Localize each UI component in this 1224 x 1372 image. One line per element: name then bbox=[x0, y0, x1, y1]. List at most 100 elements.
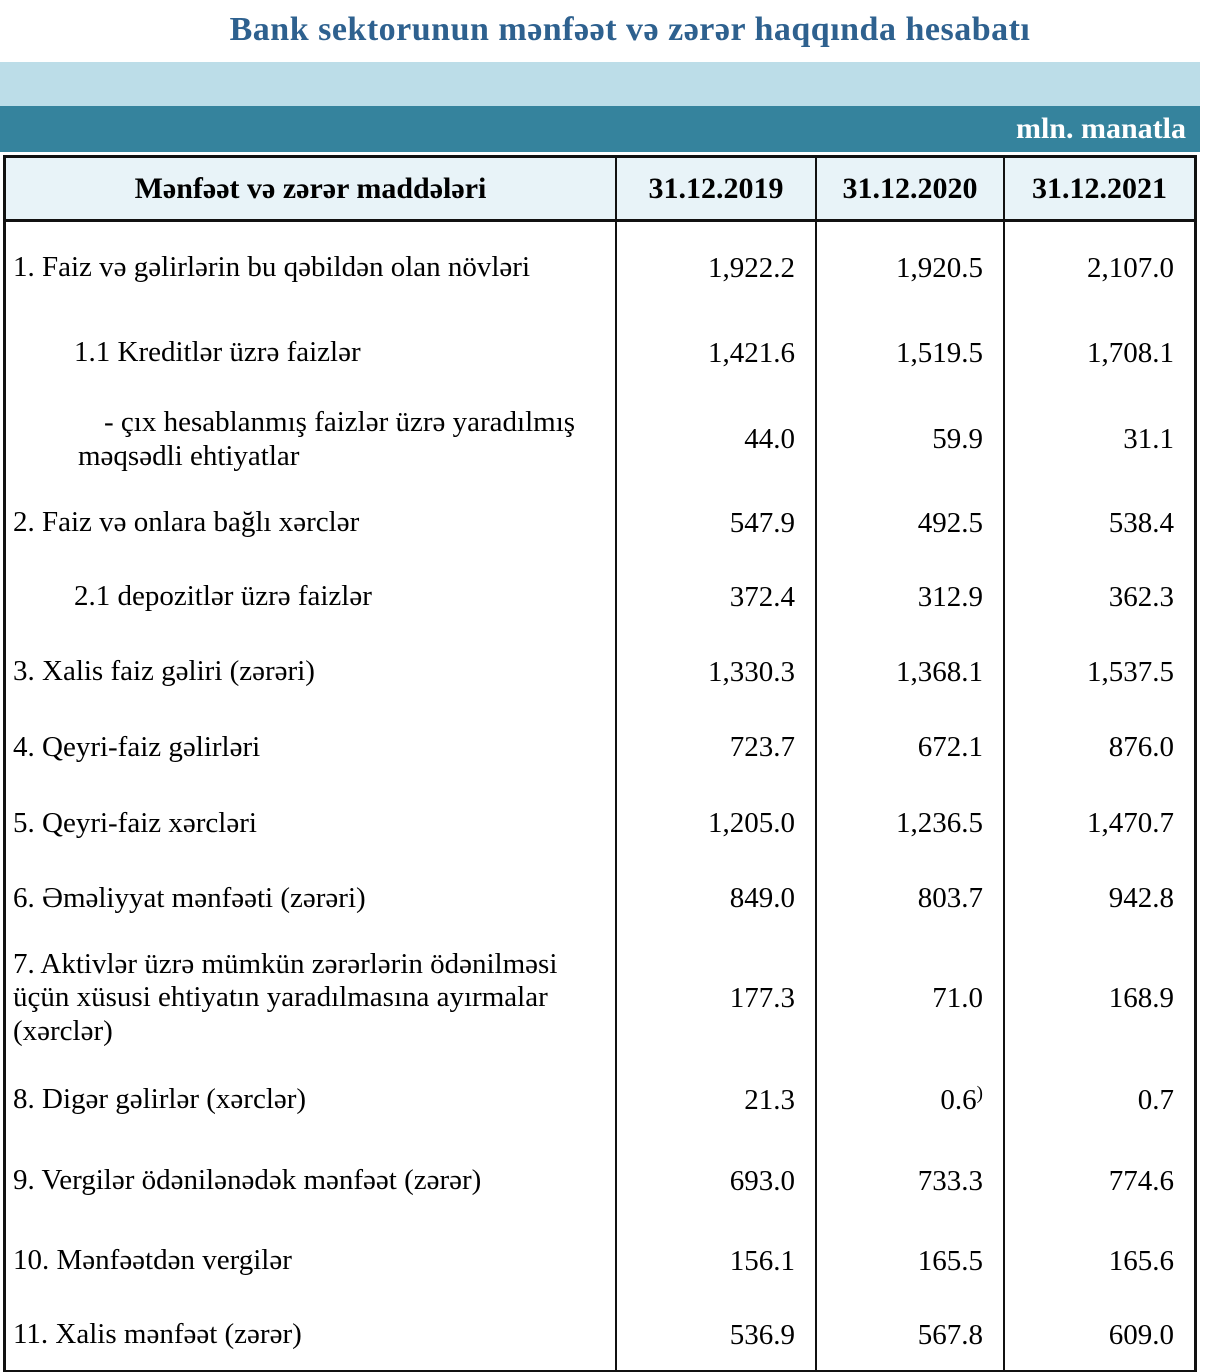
value-text: 492.5 bbox=[917, 506, 983, 539]
value-cell: 774.6 bbox=[1005, 1140, 1194, 1222]
value-text: 1,330.3 bbox=[708, 655, 795, 688]
header-items-column: Mənfəət və zərər maddələri bbox=[6, 158, 617, 219]
value-cell: 0.7 bbox=[1005, 1060, 1194, 1140]
value-cell: 165.6 bbox=[1005, 1222, 1194, 1300]
value-text: 372.4 bbox=[729, 580, 795, 613]
value-cell: 876.0 bbox=[1005, 709, 1194, 786]
page-title: Bank sektorunun mənfəət və zərər haqqınd… bbox=[229, 11, 1031, 48]
value-cell: 693.0 bbox=[617, 1140, 817, 1222]
value-cell: 942.8 bbox=[1005, 861, 1194, 936]
value-cell: 672.1 bbox=[817, 709, 1005, 786]
table-row: 1.1 Kreditlər üzrə faizlər 1,421.6 1,519.5… bbox=[6, 314, 1194, 392]
row-label: 7. Aktivlər üzrə mümkün zərərlərin ödəni… bbox=[6, 936, 617, 1060]
value-cell: 168.9 bbox=[1005, 936, 1194, 1060]
table-row: 10. Mənfəətdən vergilər 156.1 165.5 165.6 bbox=[6, 1222, 1194, 1300]
value-text: 2,107.0 bbox=[1087, 251, 1174, 284]
value-cell: 177.3 bbox=[617, 936, 817, 1060]
table-row: 11. Xalis mənfəət (zərər) 536.9 567.8 609.0 bbox=[6, 1300, 1194, 1370]
value-text: 1,421.6 bbox=[708, 336, 795, 369]
row-label: 6. Əməliyyat mənfəəti (zərəri) bbox=[6, 861, 617, 936]
table-row: 4. Qeyri-faiz gəlirləri 723.7 672.1 876.0 bbox=[6, 709, 1194, 786]
header-col-2021: 31.12.2021 bbox=[1032, 171, 1167, 205]
row-label: 4. Qeyri-faiz gəlirləri bbox=[6, 709, 617, 786]
value-cell: 362.3 bbox=[1005, 559, 1194, 635]
value-text: 21.3 bbox=[744, 1083, 795, 1116]
value-text: 1,537.5 bbox=[1087, 655, 1174, 688]
value-cell: 156.1 bbox=[617, 1222, 817, 1300]
decorative-band-light bbox=[0, 62, 1200, 106]
row-label: 8. Digər gəlirlər (xərclər) bbox=[6, 1060, 617, 1140]
header-col-2019: 31.12.2019 bbox=[617, 158, 817, 219]
value-text: 168.9 bbox=[1108, 981, 1174, 1014]
table-row: 5. Qeyri-faiz xərcləri 1,205.0 1,236.5 1,47… bbox=[6, 786, 1194, 861]
value-cell: 536.9 bbox=[617, 1300, 817, 1370]
value-text: 942.8 bbox=[1108, 882, 1174, 914]
value-text: 567.8 bbox=[917, 1318, 983, 1351]
value-cell: 492.5 bbox=[817, 487, 1005, 559]
table-row: 3. Xalis faiz gəliri (zərəri) 1,330.3 1,36… bbox=[6, 635, 1194, 709]
row-label: 1.1 Kreditlər üzrə faizlər bbox=[6, 314, 617, 392]
value-cell: 733.3 bbox=[817, 1140, 1005, 1222]
value-cell: 165.5 bbox=[817, 1222, 1005, 1300]
value-text: 156.1 bbox=[729, 1244, 795, 1277]
value-text: 672.1 bbox=[917, 731, 983, 763]
row-label: 1. Faiz və gəlirlərin bu qəbildən olan n… bbox=[6, 222, 617, 314]
value-text: 165.5 bbox=[917, 1244, 983, 1277]
row-label: 2. Faiz və onlara bağlı xərclər bbox=[6, 487, 617, 559]
value-text: 774.6 bbox=[1108, 1164, 1174, 1197]
value-cell: 372.4 bbox=[617, 559, 817, 635]
table-row: 8. Digər gəlirlər (xərclər) 21.3 0.6) 0.7 bbox=[6, 1060, 1194, 1140]
value-text: 0.6 bbox=[940, 1083, 977, 1116]
value-cell: 803.7 bbox=[817, 861, 1005, 936]
table-row: 7. Aktivlər üzrə mümkün zərərlərin ödəni… bbox=[6, 936, 1194, 1060]
value-cell: 2,107.0 bbox=[1005, 222, 1194, 314]
value-text: 609.0 bbox=[1108, 1318, 1174, 1351]
table-row: 6. Əməliyyat mənfəəti (zərəri) 849.0 803.7… bbox=[6, 861, 1194, 936]
decorative-band-teal: mln. manatla bbox=[0, 106, 1200, 152]
pnl-table: Mənfəət və zərər maddələri 31.12.2019 31… bbox=[3, 155, 1197, 1372]
value-text: 538.4 bbox=[1108, 506, 1174, 539]
value-text: 1,205.0 bbox=[708, 807, 795, 839]
value-text: 547.9 bbox=[729, 506, 795, 539]
value-cell: 1,922.2 bbox=[617, 222, 817, 314]
table-row: 9. Vergilər ödənilənədək mənfəət (zərər)… bbox=[6, 1140, 1194, 1222]
value-text: 59.9 bbox=[932, 423, 983, 455]
value-cell: 1,920.5 bbox=[817, 222, 1005, 314]
value-cell: 1,236.5 bbox=[817, 786, 1005, 861]
value-cell: 849.0 bbox=[617, 861, 817, 936]
value-cell: 1,330.3 bbox=[617, 635, 817, 709]
value-text: 44.0 bbox=[744, 423, 795, 455]
table-header-row: Mənfəət və zərər maddələri 31.12.2019 31… bbox=[6, 158, 1194, 222]
value-cell: 547.9 bbox=[617, 487, 817, 559]
table-row: - çıx hesablanmış faizlər üzrə yaradılmı… bbox=[6, 392, 1194, 487]
unit-label: mln. manatla bbox=[1015, 112, 1186, 145]
value-text: 849.0 bbox=[729, 882, 795, 914]
value-text: 0.7 bbox=[1137, 1083, 1174, 1116]
value-cell: 1,205.0 bbox=[617, 786, 817, 861]
row-label: - çıx hesablanmış faizlər üzrə yaradılmı… bbox=[6, 392, 617, 487]
value-cell: 71.0 bbox=[817, 936, 1005, 1060]
value-text: 1,519.5 bbox=[896, 336, 983, 369]
value-text: 876.0 bbox=[1108, 731, 1174, 763]
value-cell: 1,421.6 bbox=[617, 314, 817, 392]
value-cell: 312.9 bbox=[817, 559, 1005, 635]
footnote-mark: ) bbox=[976, 1082, 983, 1104]
value-cell: 59.9 bbox=[817, 392, 1005, 487]
value-cell: 1,368.1 bbox=[817, 635, 1005, 709]
value-text: 165.6 bbox=[1108, 1244, 1174, 1277]
row-label: 3. Xalis faiz gəliri (zərəri) bbox=[6, 635, 617, 709]
value-text: 71.0 bbox=[932, 981, 983, 1014]
value-cell: 723.7 bbox=[617, 709, 817, 786]
table-row: 1. Faiz və gəlirlərin bu qəbildən olan n… bbox=[6, 222, 1194, 314]
table-body: 1. Faiz və gəlirlərin bu qəbildən olan n… bbox=[6, 222, 1194, 1370]
value-text: 312.9 bbox=[917, 580, 983, 613]
value-text: 31.1 bbox=[1123, 423, 1174, 455]
value-cell: 1,708.1 bbox=[1005, 314, 1194, 392]
value-text: 1,920.5 bbox=[896, 251, 983, 284]
value-text: 1,236.5 bbox=[896, 807, 983, 839]
value-text: 362.3 bbox=[1108, 580, 1174, 613]
value-text: 1,470.7 bbox=[1087, 807, 1174, 839]
value-cell: 1,470.7 bbox=[1005, 786, 1194, 861]
value-cell: 1,537.5 bbox=[1005, 635, 1194, 709]
